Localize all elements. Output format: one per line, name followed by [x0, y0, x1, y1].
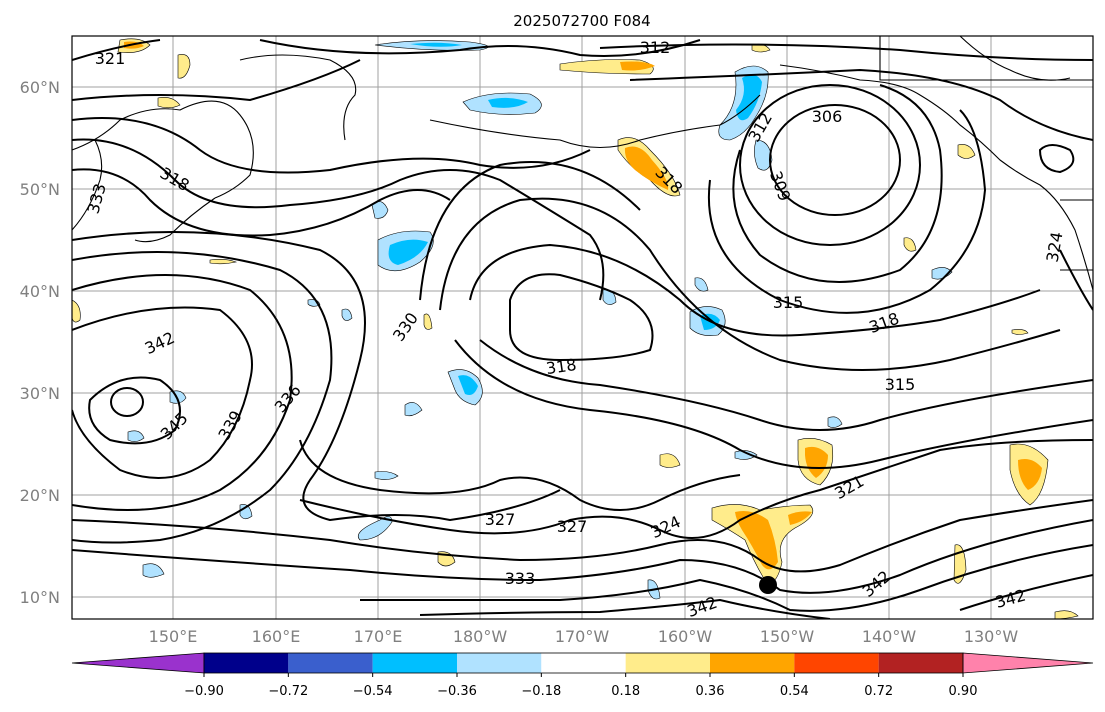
- contour-label: 321: [95, 49, 126, 68]
- lon-label: 180°W: [453, 627, 508, 646]
- height-contours: [72, 39, 1093, 619]
- lat-label: 60°N: [20, 78, 60, 97]
- lat-label: 20°N: [20, 486, 60, 505]
- graticule: [72, 36, 1093, 619]
- map-title: 2025072700 F084: [513, 12, 650, 30]
- lon-label: 160°W: [658, 627, 713, 646]
- colorbar-tick-label: −0.72: [268, 684, 308, 699]
- colorbar-extend-low: [71, 652, 205, 674]
- colorbar-tick-label: 0.72: [864, 684, 893, 699]
- colorbar-segment: [541, 653, 626, 673]
- lat-label: 40°N: [20, 282, 60, 301]
- colorbar-tick-label: 0.90: [949, 684, 978, 699]
- colorbar-tick-label: 0.54: [780, 684, 809, 699]
- colorbar: −0.90 −0.72 −0.54 −0.36 −0.18 0.18 0.36 0.54 0.7…: [71, 652, 1094, 699]
- lon-label: 150°E: [149, 627, 198, 646]
- contour-label: 315: [885, 375, 916, 394]
- storm-position-marker: [759, 576, 777, 594]
- contour-label: 333: [505, 569, 536, 588]
- colorbar-segment: [457, 653, 542, 673]
- colorbar-segment: [204, 653, 289, 673]
- colorbar-tick-label: −0.18: [521, 684, 561, 699]
- colorbar-segment: [288, 653, 373, 673]
- colorbar-extend-high: [962, 652, 1094, 674]
- lat-label: 10°N: [20, 588, 60, 607]
- lon-label: 170°E: [354, 627, 403, 646]
- contour-label: 306: [812, 107, 843, 126]
- coastlines: [72, 36, 1093, 291]
- lon-label: 150°W: [760, 627, 815, 646]
- colorbar-segment: [794, 653, 879, 673]
- contour-label: 312: [640, 38, 671, 57]
- colorbar-segment: [710, 653, 795, 673]
- lon-label: 140°W: [862, 627, 917, 646]
- shaded-field: [72, 38, 1079, 619]
- colorbar-segment: [372, 653, 457, 673]
- latitude-labels: 60°N 50°N 40°N 30°N 20°N 10°N: [20, 78, 60, 607]
- contour-label: 327: [485, 510, 516, 529]
- lat-label: 30°N: [20, 384, 60, 403]
- colorbar-segment: [625, 653, 710, 673]
- colorbar-tick-label: 0.18: [611, 684, 640, 699]
- colorbar-tick-label: −0.90: [184, 684, 224, 699]
- lat-label: 50°N: [20, 180, 60, 199]
- colorbar-tick-label: −0.54: [353, 684, 393, 699]
- longitude-labels: 150°E 160°E 170°E 180°W 170°W 160°W 150°…: [149, 627, 1019, 646]
- lon-label: 130°W: [964, 627, 1019, 646]
- colorbar-tick-label: 0.36: [696, 684, 725, 699]
- colorbar-tick-label: −0.36: [437, 684, 477, 699]
- contour-label: 315: [773, 293, 804, 312]
- lon-label: 160°E: [252, 627, 301, 646]
- colorbar-segment: [878, 653, 963, 673]
- lon-label: 170°W: [555, 627, 610, 646]
- map-frame: [71, 35, 1094, 620]
- contour-label: 318: [545, 355, 578, 378]
- colorbar-outline: [203, 652, 964, 674]
- contour-label: 327: [557, 517, 588, 536]
